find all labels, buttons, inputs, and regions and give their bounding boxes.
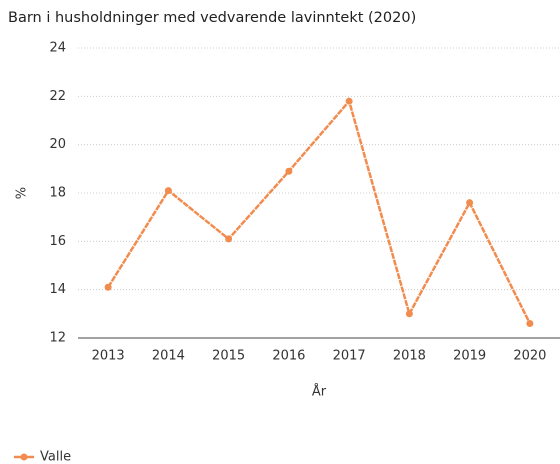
point [466,199,474,207]
point [285,167,293,175]
chart-title: Barn i husholdninger med vedvarende lavi… [8,10,416,26]
point [225,235,233,243]
y-tick-label: 16 [49,234,66,249]
line [107,98,531,325]
y-axis-label: % [15,187,30,199]
x-tick-label: 2019 [453,349,486,364]
x-tick-label: 2013 [92,349,125,364]
point [164,187,172,195]
x-axis-label: År [312,384,327,400]
y-tick-label: 22 [49,89,66,104]
legend-label: Valle [40,450,71,464]
y-tick-label: 18 [49,186,66,201]
y-tick-label: 24 [49,41,66,56]
x-tick-label: 2015 [212,349,245,364]
y-tick-label: 20 [49,137,66,152]
x-tick-label: 2017 [333,349,366,364]
x-tick-label: 2014 [152,349,185,364]
point [104,283,112,291]
x-tick-label: 2018 [393,349,426,364]
x-tick-label: 2020 [513,349,546,364]
y-tick-label: 12 [49,331,66,346]
point [405,310,413,318]
point [526,320,534,327]
y-tick-label: 14 [49,282,66,297]
point [345,97,353,105]
x-tick-label: 2016 [272,349,305,364]
legend-marker [20,453,28,461]
